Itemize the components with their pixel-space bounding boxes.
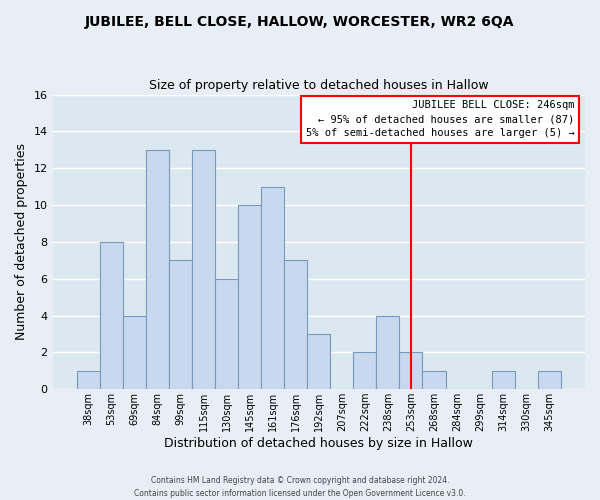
Bar bbox=[307, 334, 330, 389]
Bar bbox=[169, 260, 192, 389]
Y-axis label: Number of detached properties: Number of detached properties bbox=[15, 144, 28, 340]
Bar bbox=[284, 260, 307, 389]
Bar bbox=[261, 186, 284, 389]
Bar bbox=[400, 352, 422, 389]
Bar bbox=[238, 205, 261, 389]
Bar bbox=[100, 242, 123, 389]
Title: Size of property relative to detached houses in Hallow: Size of property relative to detached ho… bbox=[149, 79, 488, 92]
Bar bbox=[146, 150, 169, 389]
Text: Contains HM Land Registry data © Crown copyright and database right 2024.
Contai: Contains HM Land Registry data © Crown c… bbox=[134, 476, 466, 498]
Bar bbox=[376, 316, 400, 389]
X-axis label: Distribution of detached houses by size in Hallow: Distribution of detached houses by size … bbox=[164, 437, 473, 450]
Bar bbox=[192, 150, 215, 389]
Text: JUBILEE, BELL CLOSE, HALLOW, WORCESTER, WR2 6QA: JUBILEE, BELL CLOSE, HALLOW, WORCESTER, … bbox=[85, 15, 515, 29]
Bar bbox=[77, 371, 100, 389]
Bar bbox=[123, 316, 146, 389]
Bar bbox=[353, 352, 376, 389]
Text: JUBILEE BELL CLOSE: 246sqm
← 95% of detached houses are smaller (87)
5% of semi-: JUBILEE BELL CLOSE: 246sqm ← 95% of deta… bbox=[305, 100, 574, 138]
Bar bbox=[422, 371, 446, 389]
Bar bbox=[215, 278, 238, 389]
Bar bbox=[538, 371, 561, 389]
Bar bbox=[491, 371, 515, 389]
